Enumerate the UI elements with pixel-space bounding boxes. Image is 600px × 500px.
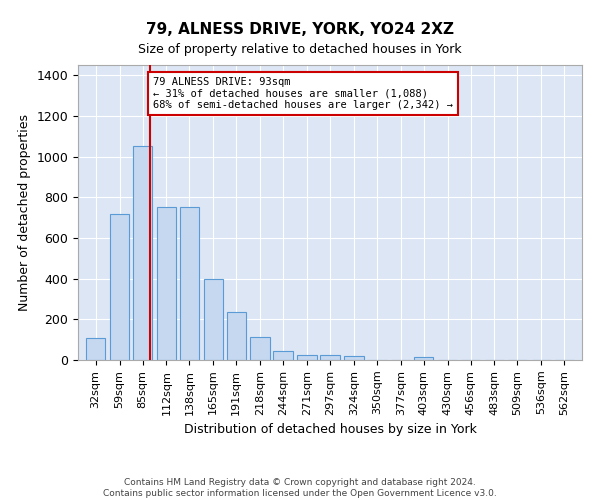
Text: 79, ALNESS DRIVE, YORK, YO24 2XZ: 79, ALNESS DRIVE, YORK, YO24 2XZ [146, 22, 454, 38]
Y-axis label: Number of detached properties: Number of detached properties [18, 114, 31, 311]
Text: Size of property relative to detached houses in York: Size of property relative to detached ho… [138, 42, 462, 56]
Bar [250, 336, 270, 360]
Bar [414, 358, 433, 360]
Text: Contains HM Land Registry data © Crown copyright and database right 2024.
Contai: Contains HM Land Registry data © Crown c… [103, 478, 497, 498]
Bar [320, 354, 340, 360]
Bar [86, 338, 106, 360]
Bar [110, 214, 129, 360]
Bar [133, 146, 152, 360]
Bar [227, 312, 246, 360]
Bar [344, 356, 364, 360]
Bar [274, 351, 293, 360]
Bar [297, 354, 317, 360]
Text: 79 ALNESS DRIVE: 93sqm
← 31% of detached houses are smaller (1,088)
68% of semi-: 79 ALNESS DRIVE: 93sqm ← 31% of detached… [153, 77, 453, 110]
Bar [179, 208, 199, 360]
Bar [203, 278, 223, 360]
Bar [157, 208, 176, 360]
X-axis label: Distribution of detached houses by size in York: Distribution of detached houses by size … [184, 423, 476, 436]
